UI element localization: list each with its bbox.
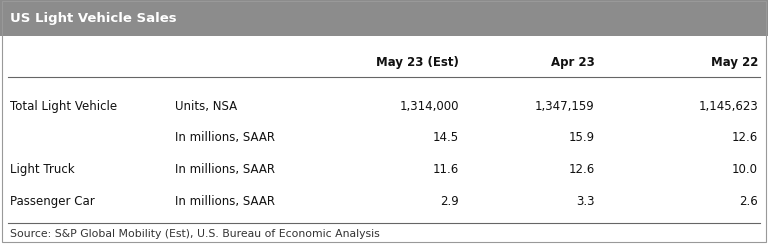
Text: 10.0: 10.0 [732, 163, 758, 176]
Text: Source: S&P Global Mobility (Est), U.S. Bureau of Economic Analysis: Source: S&P Global Mobility (Est), U.S. … [10, 229, 379, 239]
Text: In millions, SAAR: In millions, SAAR [175, 195, 275, 208]
Text: US Light Vehicle Sales: US Light Vehicle Sales [10, 11, 177, 25]
Text: Units, NSA: Units, NSA [175, 100, 237, 113]
Text: May 23 (Est): May 23 (Est) [376, 56, 459, 69]
Text: Total Light Vehicle: Total Light Vehicle [10, 100, 117, 113]
Text: 1,145,623: 1,145,623 [698, 100, 758, 113]
Text: Apr 23: Apr 23 [551, 56, 594, 69]
Text: In millions, SAAR: In millions, SAAR [175, 131, 275, 144]
Text: 11.6: 11.6 [433, 163, 459, 176]
Text: 2.9: 2.9 [441, 195, 459, 208]
Text: 3.3: 3.3 [576, 195, 594, 208]
Text: 15.9: 15.9 [568, 131, 594, 144]
Text: 12.6: 12.6 [568, 163, 594, 176]
Text: Passenger Car: Passenger Car [10, 195, 94, 208]
Text: 2.6: 2.6 [740, 195, 758, 208]
Text: 1,347,159: 1,347,159 [535, 100, 594, 113]
Text: 14.5: 14.5 [433, 131, 459, 144]
Text: Light Truck: Light Truck [10, 163, 74, 176]
Text: 12.6: 12.6 [732, 131, 758, 144]
Text: In millions, SAAR: In millions, SAAR [175, 163, 275, 176]
Text: 1,314,000: 1,314,000 [400, 100, 459, 113]
Text: May 22: May 22 [710, 56, 758, 69]
